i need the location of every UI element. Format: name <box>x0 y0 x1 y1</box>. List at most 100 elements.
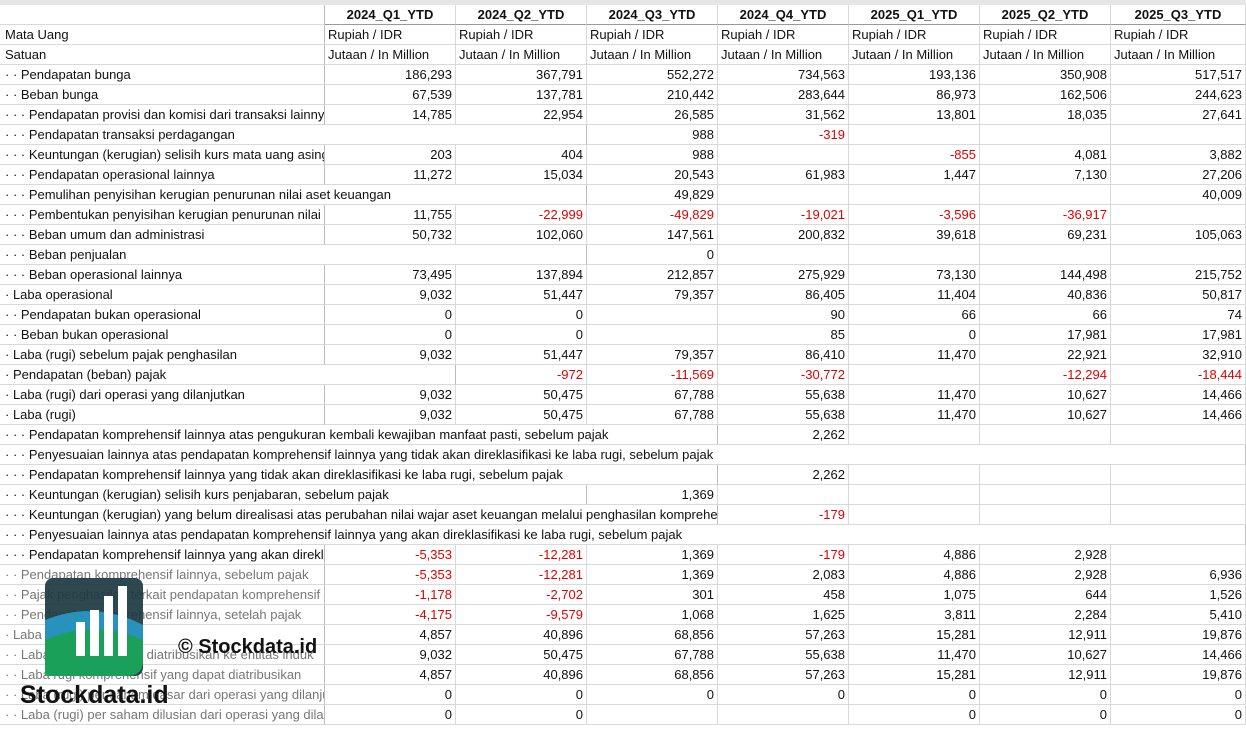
value-cell: 40,896 <box>456 625 587 645</box>
value-cell: 0 <box>325 705 456 725</box>
value-cell: 67,788 <box>587 645 718 665</box>
value-cell <box>1111 505 1246 525</box>
value-cell <box>718 485 849 505</box>
value-cell: 68,856 <box>587 625 718 645</box>
row-label: · · · Keuntungan (kerugian) selisih kurs… <box>0 145 325 165</box>
value-cell <box>849 465 980 485</box>
value-cell: 67,788 <box>587 405 718 425</box>
value-cell: 14,466 <box>1111 645 1246 665</box>
row-label: · · Laba (rugi) per saham dasar dari ope… <box>0 685 325 705</box>
value-cell: 40,896 <box>456 665 587 685</box>
value-cell: 11,470 <box>849 345 980 365</box>
row-label: · · · Penyesuaian lainnya atas pendapata… <box>0 525 1246 545</box>
value-cell <box>1111 245 1246 265</box>
value-cell: 0 <box>849 685 980 705</box>
row-label: · · · Pendapatan transaksi perdagangan <box>0 125 587 145</box>
value-cell: -12,281 <box>456 565 587 585</box>
value-cell: 11,470 <box>849 385 980 405</box>
value-cell: 0 <box>718 685 849 705</box>
value-cell: 20,543 <box>587 165 718 185</box>
value-cell: 244,623 <box>1111 85 1246 105</box>
value-cell: 0 <box>980 685 1111 705</box>
value-cell: -19,021 <box>718 205 849 225</box>
value-cell: 2,928 <box>980 545 1111 565</box>
value-cell: 4,081 <box>980 145 1111 165</box>
value-cell: -22,999 <box>456 205 587 225</box>
value-cell: 367,791 <box>456 65 587 85</box>
value-cell: 102,060 <box>456 225 587 245</box>
column-header: 2024_Q4_YTD <box>718 5 849 25</box>
value-cell: 69,231 <box>980 225 1111 245</box>
header-cell: Rupiah / IDR <box>849 25 980 45</box>
value-cell: -5,353 <box>325 545 456 565</box>
value-cell: 15,281 <box>849 665 980 685</box>
header-cell: Rupiah / IDR <box>718 25 849 45</box>
value-cell: 137,781 <box>456 85 587 105</box>
value-cell: 27,206 <box>1111 165 1246 185</box>
corner-cell <box>0 5 325 25</box>
value-cell: 17,981 <box>980 325 1111 345</box>
value-cell <box>587 325 718 345</box>
value-cell: 1,369 <box>587 545 718 565</box>
value-cell: 67,539 <box>325 85 456 105</box>
value-cell: 10,627 <box>980 385 1111 405</box>
value-cell: 0 <box>456 705 587 725</box>
header-cell: Jutaan / In Million <box>1111 45 1246 65</box>
column-header: 2024_Q2_YTD <box>456 5 587 25</box>
value-cell: 1,075 <box>849 585 980 605</box>
value-cell <box>1111 485 1246 505</box>
value-cell: 203 <box>325 145 456 165</box>
value-cell <box>718 145 849 165</box>
value-cell: 4,886 <box>849 545 980 565</box>
row-label: · · · Pemulihan penyisihan kerugian penu… <box>0 185 587 205</box>
value-cell: 22,921 <box>980 345 1111 365</box>
row-label: · · Pendapatan komprehensif lainnya, set… <box>0 605 325 625</box>
value-cell: 0 <box>456 305 587 325</box>
value-cell: 2,928 <box>980 565 1111 585</box>
value-cell: 0 <box>456 325 587 345</box>
row-label: · Laba (rugi) sebelum pajak penghasilan <box>0 345 325 365</box>
value-cell: 9,032 <box>325 405 456 425</box>
value-cell: 350,908 <box>980 65 1111 85</box>
value-cell <box>718 185 849 205</box>
header-cell: Rupiah / IDR <box>1111 25 1246 45</box>
value-cell: 4,857 <box>325 625 456 645</box>
value-cell: 86,410 <box>718 345 849 365</box>
value-cell: 61,983 <box>718 165 849 185</box>
value-cell <box>849 185 980 205</box>
value-cell: 74 <box>1111 305 1246 325</box>
value-cell: 137,894 <box>456 265 587 285</box>
value-cell: 988 <box>587 145 718 165</box>
value-cell: 0 <box>587 685 718 705</box>
value-cell: 55,638 <box>718 405 849 425</box>
value-cell <box>980 485 1111 505</box>
column-header: 2025_Q3_YTD <box>1111 5 1246 25</box>
value-cell: -18,444 <box>1111 365 1246 385</box>
value-cell: 3,882 <box>1111 145 1246 165</box>
value-cell: -4,175 <box>325 605 456 625</box>
value-cell: -5,353 <box>325 565 456 585</box>
value-cell: 4,886 <box>849 565 980 585</box>
value-cell: 0 <box>325 305 456 325</box>
column-header: 2025_Q2_YTD <box>980 5 1111 25</box>
header-cell: Jutaan / In Million <box>718 45 849 65</box>
value-cell: 55,638 <box>718 645 849 665</box>
value-cell: 32,910 <box>1111 345 1246 365</box>
header-label: Mata Uang <box>0 25 325 45</box>
value-cell: -12,294 <box>980 365 1111 385</box>
row-label: · · · Beban penjualan <box>0 245 587 265</box>
header-cell: Jutaan / In Million <box>325 45 456 65</box>
value-cell: 147,561 <box>587 225 718 245</box>
value-cell <box>849 125 980 145</box>
value-cell: 13,801 <box>849 105 980 125</box>
value-cell <box>849 245 980 265</box>
value-cell <box>1111 545 1246 565</box>
value-cell <box>980 425 1111 445</box>
value-cell: -3,596 <box>849 205 980 225</box>
value-cell: 0 <box>1111 685 1246 705</box>
value-cell: 9,032 <box>325 385 456 405</box>
row-label: · · Pendapatan bukan operasional <box>0 305 325 325</box>
value-cell: 73,495 <box>325 265 456 285</box>
value-cell: 15,281 <box>849 625 980 645</box>
